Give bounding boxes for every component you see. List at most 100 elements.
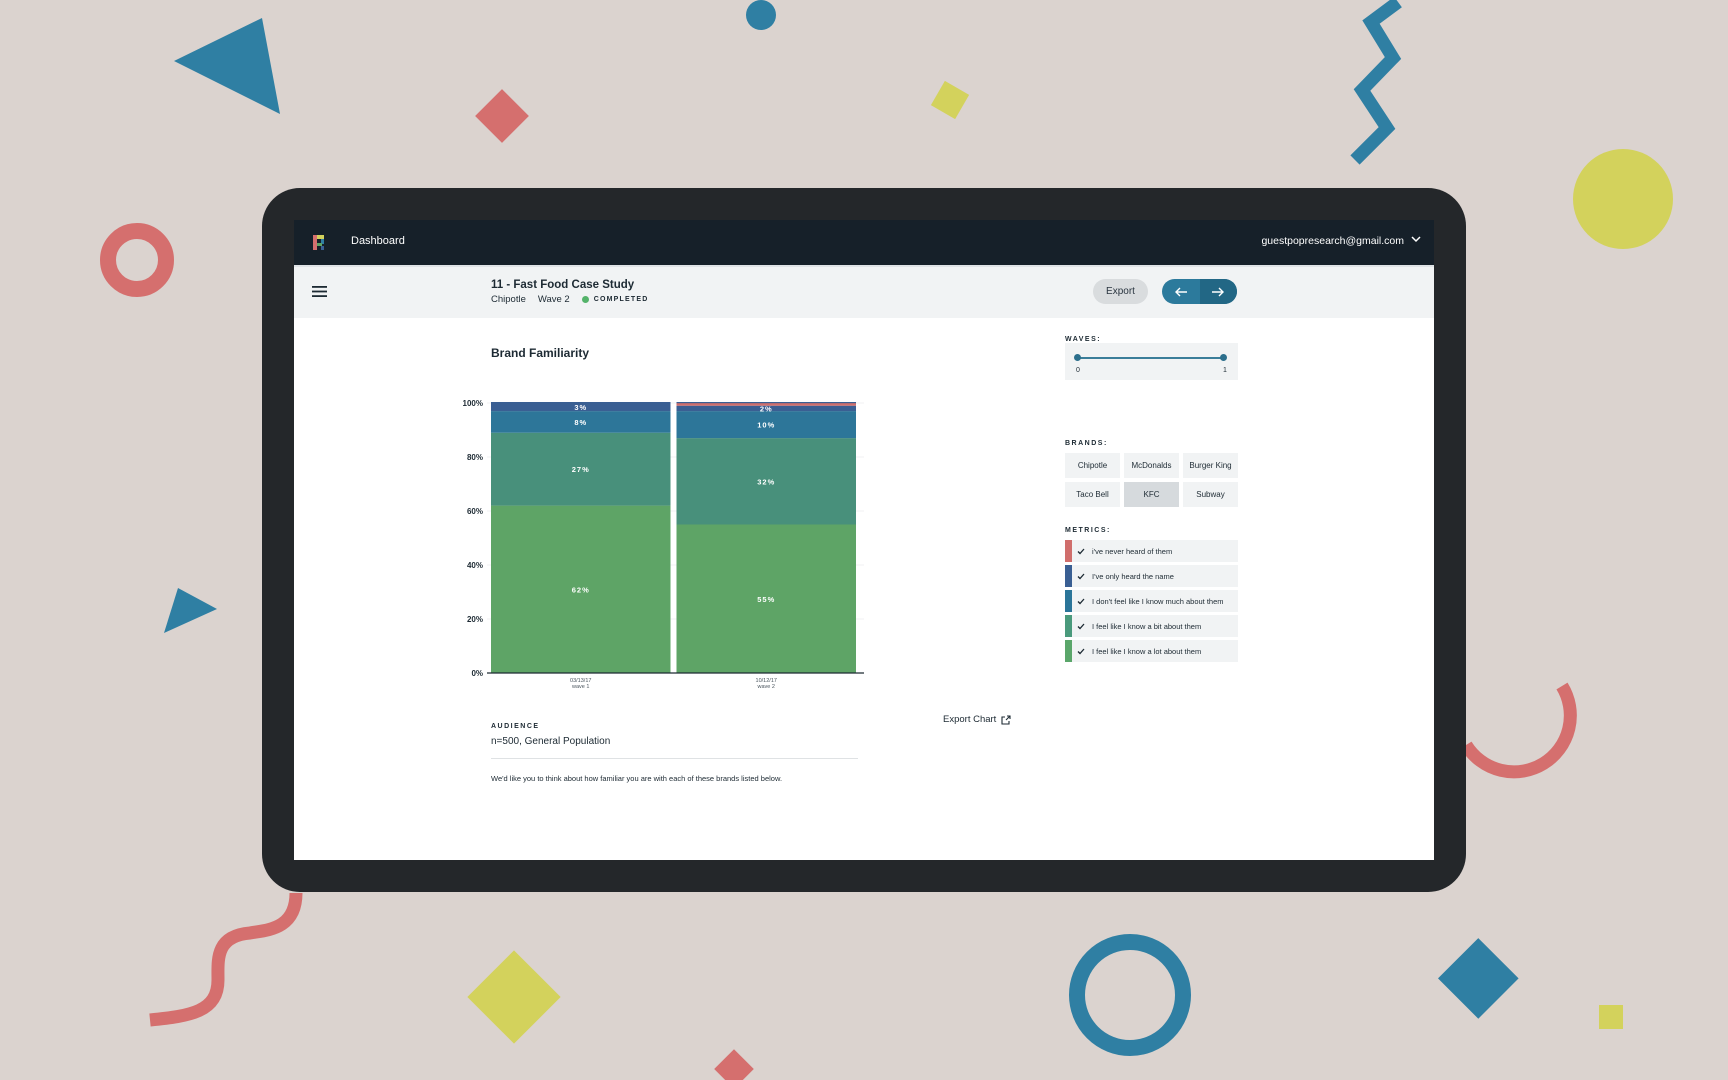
checkmark-icon[interactable] (1072, 640, 1089, 662)
bar-segment[interactable] (491, 432, 671, 506)
x-tick-date-label: 10/12/17 (756, 678, 777, 684)
wave-nav-group (1162, 279, 1237, 304)
chart-title: Brand Familiarity (491, 346, 590, 360)
export-chart-button[interactable]: Export Chart (943, 714, 1011, 725)
brand-chip-kfc[interactable]: KFC (1124, 482, 1179, 507)
metric-label: I feel like I know a bit about them (1092, 622, 1202, 631)
y-tick-label: 0% (471, 669, 483, 678)
previous-button[interactable] (1162, 279, 1200, 304)
next-button[interactable] (1199, 279, 1237, 304)
brand-chip-subway[interactable]: Subway (1183, 482, 1238, 507)
status-dot-icon (581, 296, 589, 303)
brand-chip-taco-bell[interactable]: Taco Bell (1065, 482, 1120, 507)
metric-label: I've only heard the name (1092, 572, 1174, 581)
pink-diamond-shape (475, 89, 529, 143)
bar-data-label: 27% (572, 465, 590, 474)
stacked-bar-chart: 62% 27% 8% 3% 55% 32% 10% 2% 0% 20% 40% 60% 80% 100%… (463, 399, 864, 690)
bar-data-label: 32% (757, 477, 775, 486)
bar-segment[interactable] (491, 505, 671, 673)
metric-item-know-bit[interactable]: I feel like I know a bit about them (1065, 615, 1238, 637)
bar-segment[interactable] (676, 411, 857, 439)
metrics-list: i've never heard of them I've only heard… (1065, 540, 1238, 665)
brand-chip-mcdonalds[interactable]: McDonalds (1124, 453, 1179, 478)
pink-arc-shape (1460, 682, 1577, 779)
checkmark-icon[interactable] (1072, 615, 1089, 637)
metric-item-know-little[interactable]: I don't feel like I know much about them (1065, 590, 1238, 612)
bar-data-label: 3% (574, 403, 587, 412)
checkmark-icon[interactable] (1072, 590, 1089, 612)
bar-top-edge (491, 402, 671, 404)
bar-data-label: 55% (757, 595, 775, 604)
metric-label: i've never heard of them (1092, 547, 1173, 556)
app-logo-icon (313, 235, 324, 250)
study-wave: Wave 2 (537, 294, 570, 305)
status-badge: COMPLETED (581, 296, 649, 303)
metric-item-know-lot[interactable]: I feel like I know a lot about them (1065, 640, 1238, 662)
checkmark-icon[interactable] (1072, 565, 1089, 587)
bar-segment[interactable] (491, 403, 671, 412)
chevron-down-icon[interactable] (1410, 233, 1422, 245)
bar-data-label: 62% (572, 585, 590, 594)
bar-data-label: 2% (760, 404, 773, 413)
question-text: We'd like you to think about how familia… (491, 774, 783, 783)
yellow-circle-shape (1573, 149, 1673, 249)
hamburger-menu-icon[interactable] (312, 285, 327, 298)
bar-segment[interactable] (676, 438, 857, 525)
y-tick-label: 40% (467, 561, 483, 570)
blue-ring-shape (1069, 934, 1191, 1056)
slider-min-handle[interactable] (1074, 354, 1081, 361)
yellow-diamond-large-shape (467, 950, 561, 1044)
brand-chip-burger-king[interactable]: Burger King (1183, 453, 1238, 478)
user-email[interactable]: guestpopresearch@gmail.com (1261, 235, 1404, 247)
pink-squiggle-shape (149, 892, 303, 1027)
slider-min-label: 0 (1076, 367, 1080, 374)
study-header: 11 - Fast Food Case Study Chipotle Wave … (294, 265, 1434, 318)
divider (491, 758, 858, 759)
metric-color-swatch (1065, 640, 1072, 662)
audience-label: AUDIENCE (491, 723, 540, 730)
small-yellow-square-shape (1599, 1005, 1623, 1029)
metric-item-never-heard[interactable]: i've never heard of them (1065, 540, 1238, 562)
small-blue-triangle-shape (164, 588, 217, 633)
top-nav-bar: Dashboard guestpopresearch@gmail.com (294, 220, 1434, 265)
x-tick-wave-label: wave 2 (757, 684, 775, 690)
small-pink-diamond-shape (714, 1049, 754, 1080)
export-button[interactable]: Export (1093, 279, 1148, 304)
x-tick-wave-label: wave 1 (571, 684, 589, 690)
study-brand: Chipotle (491, 294, 526, 305)
slider-max-handle[interactable] (1220, 354, 1227, 361)
dashboard-link[interactable]: Dashboard (351, 235, 405, 247)
waves-slider: 0 1 (1065, 343, 1238, 380)
blue-triangle-shape (174, 18, 280, 114)
external-export-icon (1001, 714, 1011, 725)
bar-segment[interactable] (676, 403, 857, 406)
y-tick-label: 60% (467, 507, 483, 516)
study-meta: Chipotle Wave 2 COMPLETED (491, 294, 648, 305)
y-tick-label: 80% (467, 453, 483, 462)
yellow-diamond-shape (930, 80, 970, 120)
arrow-left-icon (1174, 287, 1187, 296)
slider-max-label: 1 (1223, 367, 1227, 374)
metric-color-swatch (1065, 615, 1072, 637)
metric-color-swatch (1065, 590, 1072, 612)
audience-value: n=500, General Population (491, 736, 611, 747)
bar-segment[interactable] (676, 524, 857, 674)
brand-filter: Chipotle McDonalds Burger King Taco Bell… (1065, 453, 1238, 507)
metrics-label: METRICS: (1065, 527, 1111, 534)
y-tick-label: 20% (467, 615, 483, 624)
brands-label: BRANDS: (1065, 440, 1108, 447)
blue-zigzag-shape (1350, 0, 1402, 165)
bar-segment[interactable] (676, 405, 857, 412)
slider-track[interactable] (1077, 357, 1223, 359)
checkmark-icon[interactable] (1072, 540, 1089, 562)
study-title: 11 - Fast Food Case Study (491, 279, 635, 291)
bar-data-label: 10% (757, 421, 775, 430)
brand-chip-chipotle[interactable]: Chipotle (1065, 453, 1120, 478)
metric-label: I don't feel like I know much about them (1092, 597, 1224, 606)
bar-segment[interactable] (491, 411, 671, 433)
bar-data-label: 8% (574, 418, 587, 427)
metric-item-heard-name[interactable]: I've only heard the name (1065, 565, 1238, 587)
metric-label: I feel like I know a lot about them (1092, 647, 1202, 656)
pink-ring-shape (100, 223, 174, 297)
